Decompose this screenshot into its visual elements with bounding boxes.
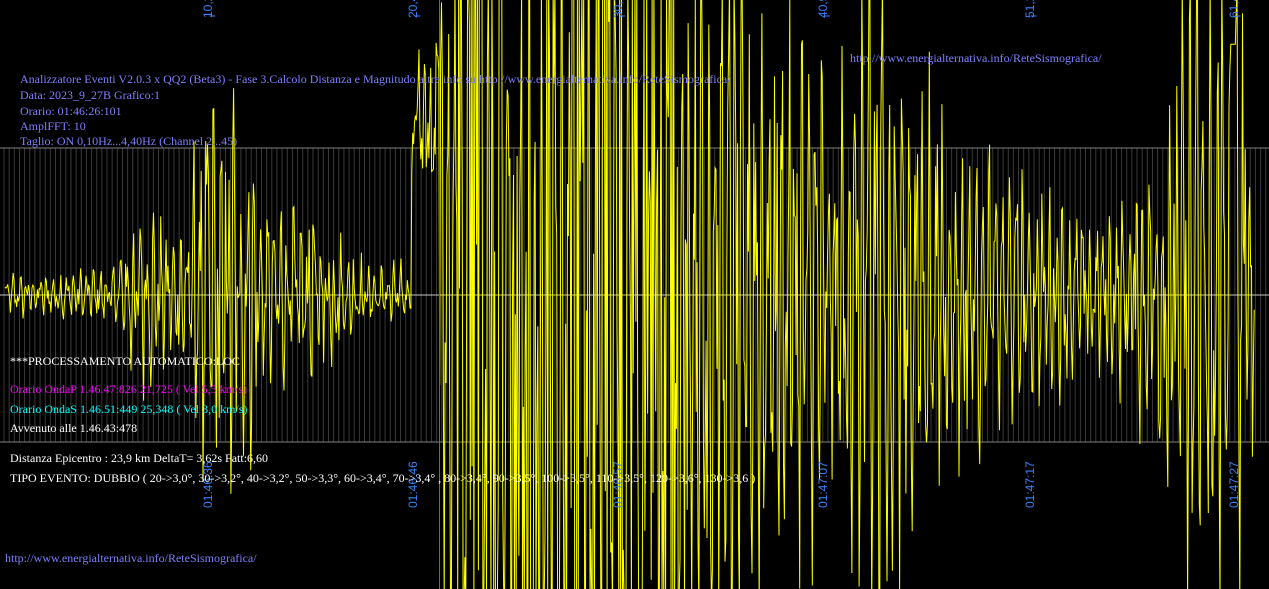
bottom-url-link[interactable]: http://www.energialternativa.info/ReteSi… [5, 551, 257, 565]
header-date: Data: 2023_9_27B Grafico:1 [20, 88, 160, 102]
bottom-tick-label: 01:47:17 [1022, 461, 1037, 508]
top-tick-label: 20,467s [406, 0, 420, 18]
top-tick-label: 40,935s [816, 0, 830, 18]
onda-s-time: Orario OndaS 1.46.51:449 25,348 ( Vel 3,… [10, 402, 248, 416]
header-time: Orario: 01:46:26:101 [20, 104, 122, 118]
top-url-link[interactable]: http://www.energialternativa.info/ReteSi… [850, 51, 1102, 65]
top-tick-label: 51,278s [1023, 0, 1037, 18]
bottom-tick-label: 01:47:27 [1226, 461, 1241, 508]
header-filter: Taglio: ON 0,10Hz...4,40Hz (Channel 2...… [20, 134, 238, 148]
top-tick-label: 10,218s [201, 0, 215, 18]
top-tick-label: 30,702s [611, 0, 625, 18]
onda-p-time: Orario OndaP 1.46.47:826 21,725 ( Vel 5,… [10, 382, 247, 396]
bottom-tick-label: 01:47:07 [815, 461, 830, 508]
seismic-trace [4, 0, 1255, 589]
header-amplfft: AmplFFT: 10 [20, 119, 86, 133]
header-title: Analizzatore Eventi V2.0.3 x QQ2 (Beta3)… [20, 72, 731, 86]
event-type: TIPO EVENTO: DUBBIO ( 20->3,0°, 30->3,2°… [10, 471, 756, 485]
processing-title: ***PROCESSAMENTO AUTOMATICO:LOC [10, 354, 240, 368]
top-tick-label: 61,480s [1227, 0, 1241, 18]
event-time: Avvenuto alle 1.46.43:478 [10, 421, 138, 435]
epicenter-distance: Distanza Epicentro : 23,9 km DeltaT= 3,6… [10, 451, 269, 465]
